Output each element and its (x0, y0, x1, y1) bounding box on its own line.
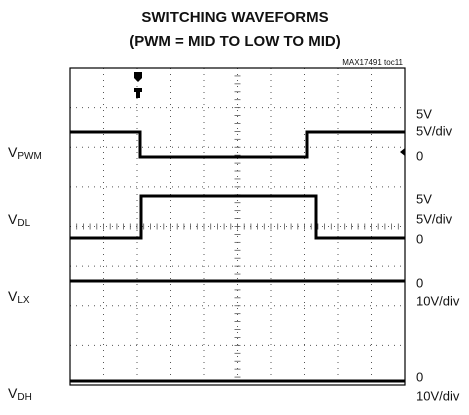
figure-id: MAX17491 toc11 (342, 58, 403, 67)
trigger-marker (134, 72, 142, 82)
trace-label-sub: DL (17, 218, 30, 229)
scale-label: 5V/div (416, 211, 453, 226)
trace-label-main: V (8, 211, 18, 227)
grid (69, 67, 406, 386)
level-marker (400, 148, 405, 156)
scale-label: 5V (416, 191, 432, 206)
frame (69, 67, 406, 386)
scale-label: 0 (416, 231, 423, 246)
trace-label-sub: DH (17, 392, 31, 403)
trace-label-sub: LX (17, 295, 30, 306)
scale-label: 5V (416, 106, 432, 121)
trace-label: VLX (8, 288, 30, 306)
trace-label: VPWM (8, 144, 42, 162)
trace-label: VDL (8, 211, 31, 229)
scale-label: 10V/div (416, 293, 460, 308)
trace-label-main: V (8, 385, 18, 401)
title-line: (PWM = MID TO LOW TO MID) (129, 33, 341, 50)
scale-label: 5V/div (416, 123, 453, 138)
scale-label: 0 (416, 369, 423, 384)
trace-label-sub: PWM (17, 151, 41, 162)
trace-label-main: V (8, 288, 18, 304)
scale-label: 0 (416, 275, 423, 290)
title-line: SWITCHING WAVEFORMS (141, 9, 328, 26)
dl-trace (70, 194, 405, 240)
trigger-icon (134, 88, 142, 98)
pwm-trace (70, 130, 405, 159)
scale-label: 10V/div (416, 388, 460, 403)
trace-label-main: V (8, 144, 18, 160)
scale-label: 0 (416, 148, 423, 163)
trace-label: VDH (8, 385, 32, 403)
